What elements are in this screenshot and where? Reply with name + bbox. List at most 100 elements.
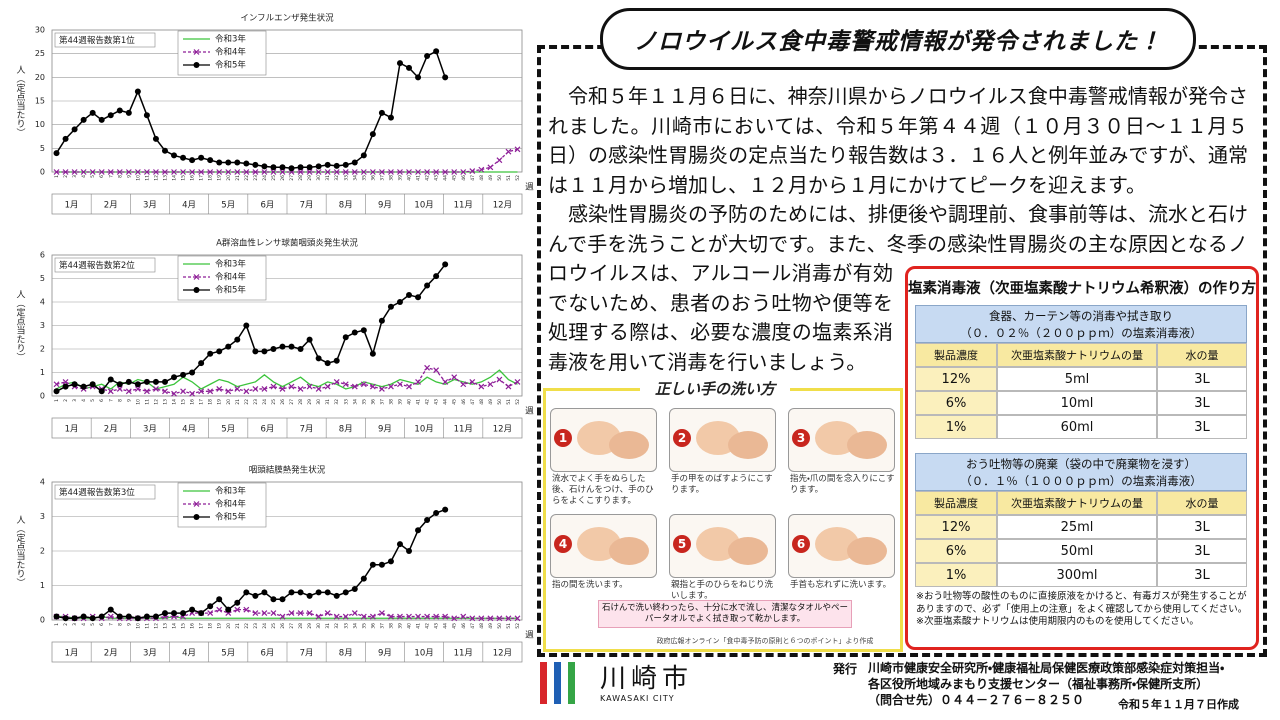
point <box>207 157 214 164</box>
x-tick-label: 25 <box>271 175 277 181</box>
hand-illustration <box>728 537 768 565</box>
x-tick-label: 6 <box>99 175 105 178</box>
x-tick-label: 31 <box>325 399 331 405</box>
legend-label: 令和5年 <box>215 512 246 523</box>
point <box>333 357 340 364</box>
point <box>514 615 521 622</box>
point <box>397 169 403 175</box>
point <box>225 606 232 613</box>
y-axis-label: 人（定点当たり） <box>15 65 26 137</box>
x-tick-label: 23 <box>253 175 259 181</box>
x-tick-label: 46 <box>461 399 467 405</box>
month-label: 2月 <box>104 201 118 211</box>
x-tick-label: 4 <box>81 399 87 402</box>
chart-title: A群溶血性レンサ球菌咽頭炎発生状況 <box>216 238 358 249</box>
y-tick-label: 1 <box>40 581 45 590</box>
point <box>252 161 259 168</box>
x-tick-label: 12 <box>153 399 159 405</box>
table-cell: 3L <box>1157 367 1247 391</box>
x-tick-label: 42 <box>425 399 431 405</box>
legend-label: 令和3年 <box>215 259 246 270</box>
x-tick-label: 51 <box>506 623 512 629</box>
x-tick-label: 30 <box>316 623 322 629</box>
x-tick-label: 12 <box>153 623 159 629</box>
x-tick-label: 9 <box>126 399 132 402</box>
x-tick-label: 3 <box>72 399 78 402</box>
x-tick-label: 42 <box>425 623 431 629</box>
x-tick-label: 32 <box>334 623 340 629</box>
x-tick-label: 15 <box>181 399 187 405</box>
point <box>315 355 322 362</box>
table-cell: 12% <box>915 515 997 539</box>
point <box>297 589 304 596</box>
x-tick-label: 31 <box>325 175 331 181</box>
x-tick-label: 32 <box>334 399 340 405</box>
point <box>216 348 223 355</box>
point <box>342 381 349 388</box>
month-label: 12月 <box>493 201 512 211</box>
x-tick-label: 25 <box>271 399 277 405</box>
point <box>107 613 114 620</box>
y-axis-label: 人（定点当たり） <box>15 290 26 362</box>
x-tick-label: 39 <box>397 175 403 181</box>
point <box>360 169 367 175</box>
chlorine-box: 塩素消毒液（次亜塩素酸ナトリウム希釈液）の作り方 ※おう吐物等の酸性のものに直接… <box>905 266 1259 650</box>
legend-marker <box>193 274 200 280</box>
month-label: 11月 <box>454 425 473 435</box>
point <box>360 327 367 334</box>
point <box>152 613 159 620</box>
point <box>207 350 214 357</box>
point <box>252 386 259 392</box>
point <box>270 346 277 352</box>
point <box>306 164 313 171</box>
x-tick-label: 41 <box>416 175 422 181</box>
point <box>369 561 376 568</box>
point <box>243 169 250 175</box>
point <box>207 610 214 617</box>
point <box>134 169 141 175</box>
table-cell: 12% <box>915 367 997 391</box>
point <box>98 169 105 175</box>
x-tick-label: 13 <box>162 399 168 405</box>
x-tick-label: 16 <box>190 623 196 629</box>
table-cell: 3L <box>1157 415 1247 439</box>
point <box>442 613 449 620</box>
month-label: 9月 <box>378 425 392 435</box>
point <box>324 610 331 617</box>
point <box>460 613 467 620</box>
table-purpose: おう吐物等の廃棄（袋の中で廃棄物を浸す） <box>966 457 1196 471</box>
legend-label: 令和4年 <box>215 47 246 58</box>
point <box>270 164 277 171</box>
x-tick-label: 5 <box>90 623 96 626</box>
step-number: 4 <box>554 535 572 553</box>
point <box>116 169 123 175</box>
point <box>360 152 367 159</box>
point <box>171 152 178 159</box>
point <box>252 592 259 599</box>
point <box>180 371 187 378</box>
x-tick-label: 39 <box>397 399 403 405</box>
point <box>469 615 476 622</box>
month-label: 5月 <box>221 649 235 659</box>
x-tick-label: 52 <box>515 175 521 181</box>
point <box>71 169 78 175</box>
x-tick-label: 11 <box>144 175 150 181</box>
point <box>378 610 385 617</box>
step-number: 2 <box>673 429 691 447</box>
hand-washing-title: 正しい手の洗い方 <box>640 378 790 399</box>
x-tick-label: 33 <box>343 623 349 629</box>
x-tick-label: 37 <box>379 175 385 181</box>
point <box>116 613 123 620</box>
x-tick-label: 28 <box>298 623 304 629</box>
x-tick-label: 29 <box>307 623 313 629</box>
point <box>369 169 376 175</box>
x-tick-label: 31 <box>325 623 331 629</box>
x-tick-label: 34 <box>352 175 358 181</box>
point <box>324 589 331 596</box>
x-tick-label: 22 <box>244 175 250 181</box>
x-axis-label: 週 <box>524 181 534 191</box>
point <box>89 169 96 175</box>
month-label: 4月 <box>182 649 196 659</box>
point <box>53 169 60 175</box>
